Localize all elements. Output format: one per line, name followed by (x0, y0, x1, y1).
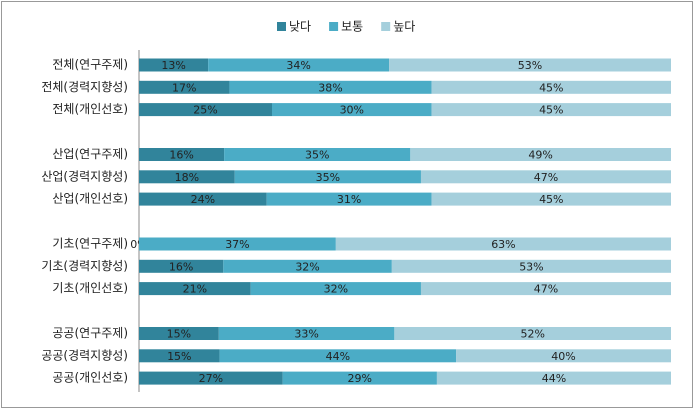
bar-segment (431, 103, 671, 117)
y-tick-label: 기초(경력지향성) (41, 259, 128, 273)
data-label: 24% (191, 193, 215, 206)
bar-segment (456, 349, 671, 363)
bar-segment (229, 80, 432, 94)
bar-segment (410, 148, 671, 161)
data-label: 45% (539, 81, 563, 94)
bar-segment (391, 259, 671, 273)
data-label: 47% (534, 171, 558, 184)
data-label: 38% (318, 81, 342, 94)
data-label: 47% (534, 283, 558, 296)
bar-segment (139, 237, 336, 251)
data-label: 53% (518, 59, 542, 72)
bar-segment (431, 80, 671, 94)
data-label: 17% (172, 81, 196, 94)
bar-segment (272, 103, 432, 117)
bar-segment (420, 282, 671, 296)
data-label: 44% (542, 372, 566, 385)
y-tick-label: 전체(개인선호) (52, 102, 128, 116)
data-label: 21% (183, 283, 207, 296)
data-label: 29% (348, 372, 372, 385)
data-label: 16% (169, 149, 193, 162)
data-label: 40% (551, 350, 575, 363)
y-tick-label: 산업(개인선호) (52, 192, 128, 206)
y-tick-label: 전체(경력지향성) (41, 80, 128, 94)
bar-segment (234, 170, 421, 184)
y-tick-label: 기초(연구주제) (52, 237, 128, 251)
bar-segment (431, 192, 671, 206)
data-label: 34% (286, 59, 310, 72)
bar-segment (139, 259, 224, 273)
bar-segment (266, 192, 432, 206)
legend-label: 낮다 (289, 20, 311, 34)
data-label: 31% (337, 193, 361, 206)
data-label: 15% (167, 328, 191, 341)
bar-segment (139, 148, 225, 161)
bar-segment (139, 170, 235, 184)
bar-segment (139, 58, 209, 72)
data-label: 30% (340, 104, 364, 117)
bar-segment (282, 371, 437, 385)
legend-label: 보통 (341, 20, 363, 34)
bar-segment (139, 371, 283, 385)
data-label: 18% (175, 171, 199, 184)
bar-segment (139, 80, 230, 94)
bar-segment (139, 327, 219, 340)
bar-segment (139, 103, 272, 117)
y-tick-label: 산업(경력지향성) (41, 169, 128, 183)
bar-segment (389, 58, 671, 72)
bar-segment (218, 327, 395, 340)
data-label: 35% (305, 149, 329, 162)
data-label: 45% (539, 193, 563, 206)
data-label: 15% (167, 350, 191, 363)
data-label: 33% (294, 328, 318, 341)
data-label: 53% (519, 260, 543, 273)
y-tick-label: 기초(개인선호) (52, 281, 128, 295)
data-label: 63% (491, 238, 515, 251)
y-tick-label: 산업(연구주제) (52, 147, 128, 161)
bar-segment (224, 148, 411, 161)
bar-segment (250, 282, 421, 296)
legend-swatch (277, 22, 286, 31)
data-label: 32% (324, 283, 348, 296)
data-label: 45% (539, 104, 563, 117)
data-label: 37% (225, 238, 249, 251)
data-label: 32% (295, 260, 319, 273)
bar-segment (139, 282, 251, 296)
legend-swatch (329, 22, 339, 31)
y-tick-label: 공공(개인선호) (52, 371, 128, 385)
bar-segment (436, 371, 671, 385)
y-tick-label: 공공(연구주제) (52, 326, 128, 340)
data-label: 35% (316, 171, 340, 184)
bar-segment (394, 327, 671, 340)
data-label: 49% (528, 149, 552, 162)
data-label: 25% (193, 104, 217, 117)
bar-segment (208, 58, 390, 72)
y-tick-label: 전체(연구주제) (52, 58, 128, 72)
data-label: 52% (520, 328, 544, 341)
data-label: 44% (326, 350, 350, 363)
legend-label: 높다 (393, 20, 415, 34)
bar-segment (420, 170, 671, 184)
legend-swatch (381, 22, 391, 31)
bar-segment (219, 349, 457, 363)
bar-segment (223, 259, 392, 273)
data-label: 27% (199, 372, 223, 385)
bar-segment (335, 237, 671, 251)
bar-segment (139, 349, 220, 363)
y-tick-label: 공공(경력지향성) (41, 348, 128, 362)
bar-segment (139, 192, 267, 206)
data-label: 16% (169, 260, 193, 273)
data-label: 13% (161, 59, 185, 72)
